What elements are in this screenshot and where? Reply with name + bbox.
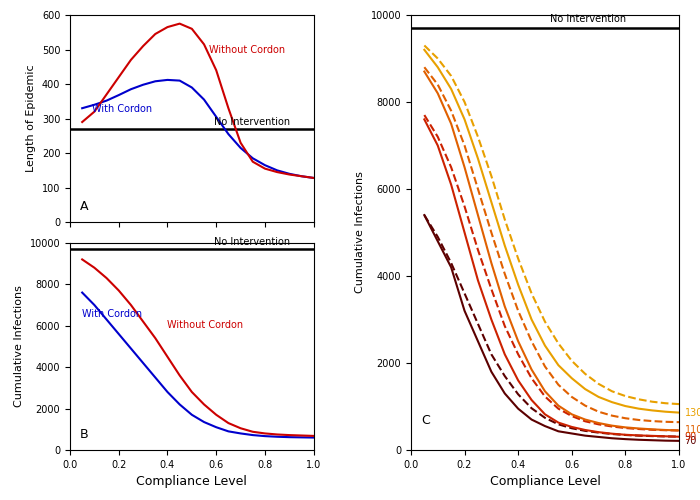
Text: C: C	[421, 414, 430, 427]
X-axis label: Compliance Level: Compliance Level	[136, 476, 247, 488]
Y-axis label: Cumulative Infections: Cumulative Infections	[14, 286, 24, 408]
X-axis label: Compliance Level: Compliance Level	[489, 476, 601, 488]
Text: With Cordon: With Cordon	[82, 310, 142, 320]
Text: No Intervention: No Intervention	[214, 117, 290, 127]
Text: B: B	[80, 428, 88, 440]
Text: No Intervention: No Intervention	[550, 14, 626, 24]
Y-axis label: Cumulative Infections: Cumulative Infections	[355, 172, 365, 294]
Text: A: A	[80, 200, 88, 212]
Text: 70: 70	[685, 436, 697, 446]
Text: 130: 130	[685, 408, 700, 418]
Text: 90: 90	[685, 432, 696, 442]
Text: No Intervention: No Intervention	[214, 237, 290, 247]
Text: Without Cordon: Without Cordon	[209, 45, 285, 55]
Text: 110: 110	[685, 426, 700, 436]
Text: Without Cordon: Without Cordon	[167, 320, 244, 330]
Text: With Cordon: With Cordon	[92, 104, 152, 115]
Y-axis label: Length of Epidemic: Length of Epidemic	[26, 65, 36, 172]
